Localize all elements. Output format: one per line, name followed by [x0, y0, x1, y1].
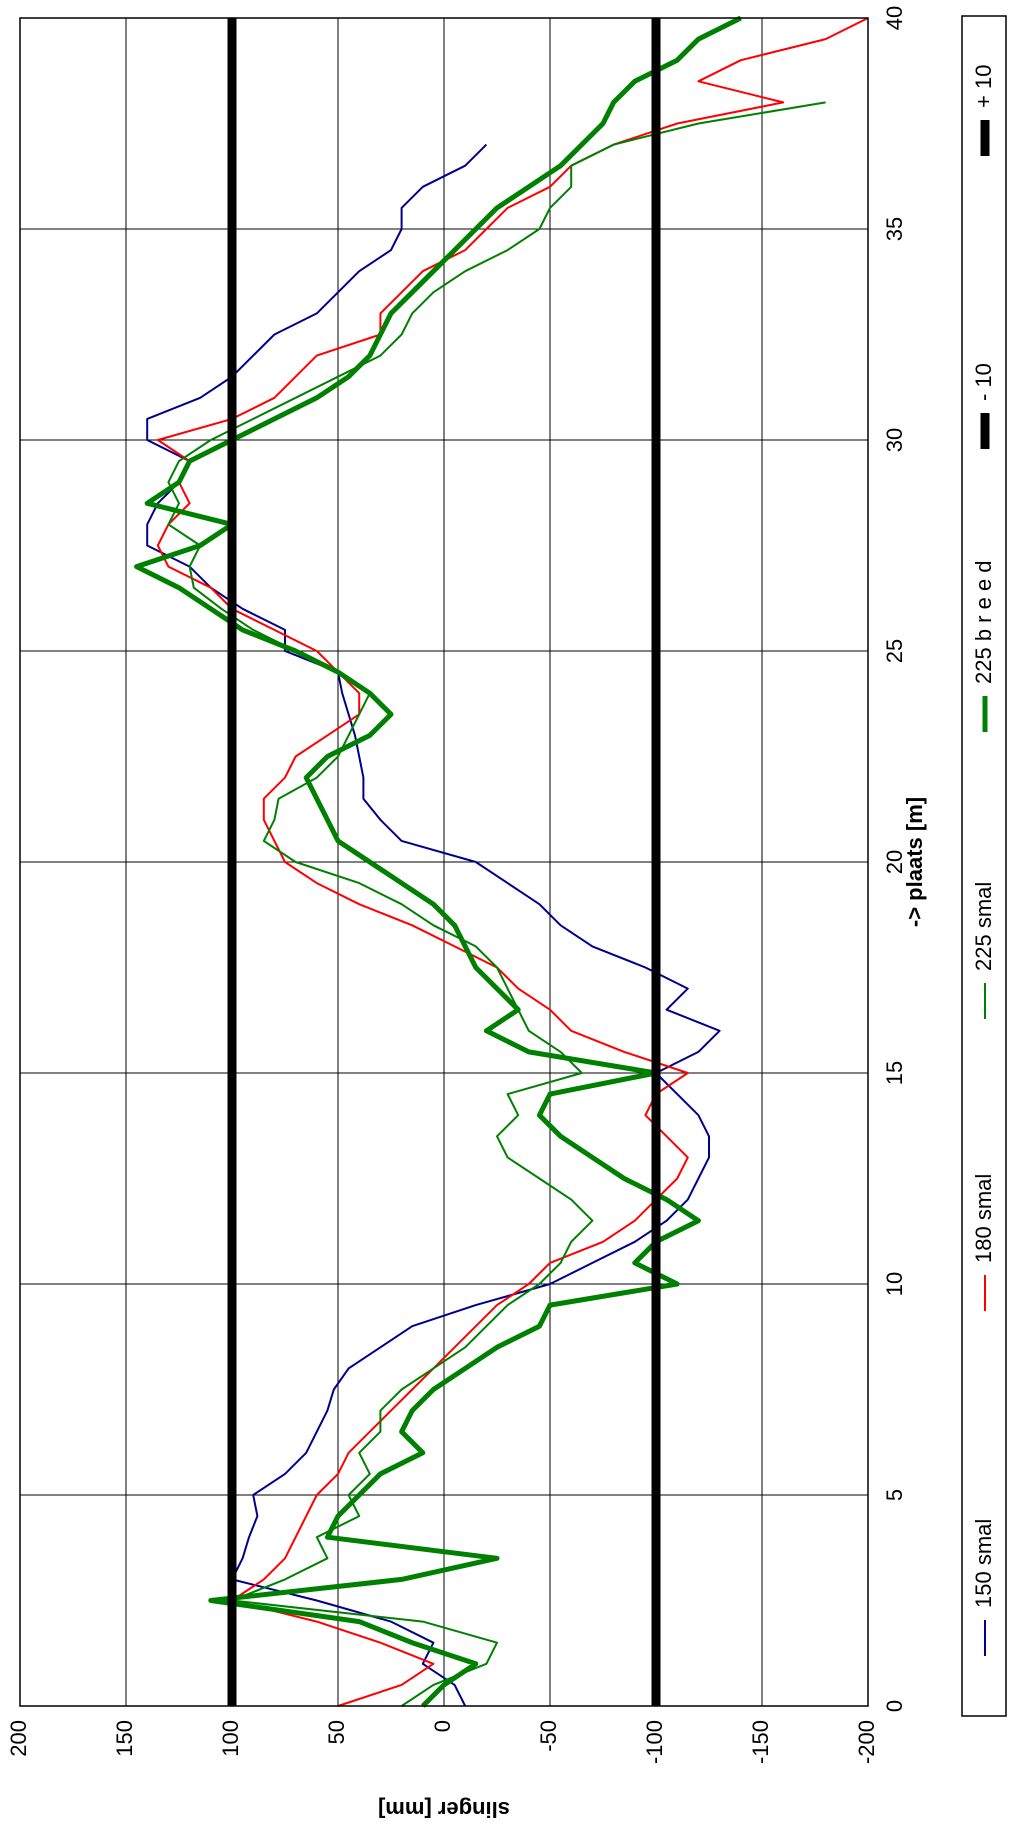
- y-tick-label-7: -150: [748, 1720, 773, 1764]
- y-tick-label-8: -200: [854, 1720, 879, 1764]
- x-tick-labels: 0 5 10 15 20 25 30 35 40: [882, 6, 907, 1712]
- y-tick-labels: 200 150 100 50 0 -50 -100 -150 -200: [6, 1720, 879, 1764]
- y-tick-label-4: 0: [430, 1720, 455, 1732]
- x-tick-label-6: 30: [882, 428, 907, 452]
- y-tick-label-5: -50: [536, 1720, 561, 1752]
- y-tick-label-1: 150: [112, 1720, 137, 1757]
- y-tick-label-3: 50: [324, 1720, 349, 1744]
- legend-box: [961, 15, 1007, 1717]
- x-tick-label-0: 0: [882, 1700, 907, 1712]
- x-tick-label-7: 35: [882, 217, 907, 241]
- series-line-3: [134, 15, 742, 1708]
- legend-label-1: 180 smal: [971, 1174, 996, 1263]
- x-tick-label-8: 40: [882, 6, 907, 30]
- y-axis-title: slinger [mm]: [378, 1797, 510, 1822]
- x-tick-label-5: 25: [882, 639, 907, 663]
- legend-label-5: + 10: [971, 65, 996, 108]
- y-tick-label-6: -100: [642, 1720, 667, 1764]
- legend-label-3: 225 b r e e d: [971, 560, 996, 684]
- legend-label-2: 225 smal: [971, 882, 996, 971]
- plot-frame: [19, 17, 869, 1707]
- x-tick-label-1: 5: [882, 1489, 907, 1501]
- x-tick-label-2: 10: [882, 1272, 907, 1296]
- grid: [19, 17, 869, 1707]
- x-axis-title: -> plaats [m]: [902, 797, 927, 927]
- legend-label-0: 150 smal: [971, 1519, 996, 1608]
- series-line-0: [146, 143, 721, 1707]
- series-line-1: [156, 17, 869, 1707]
- legend-label-4: - 10: [971, 363, 996, 401]
- legend: 150 smal 180 smal 225 smal 225 b r e e d - 1…: [971, 65, 996, 1656]
- y-tick-label-2: 100: [218, 1720, 243, 1757]
- x-tick-label-4: 20: [882, 850, 907, 874]
- y-tick-label-0: 200: [6, 1720, 31, 1757]
- x-tick-label-3: 15: [882, 1061, 907, 1085]
- series-layer: [134, 15, 869, 1708]
